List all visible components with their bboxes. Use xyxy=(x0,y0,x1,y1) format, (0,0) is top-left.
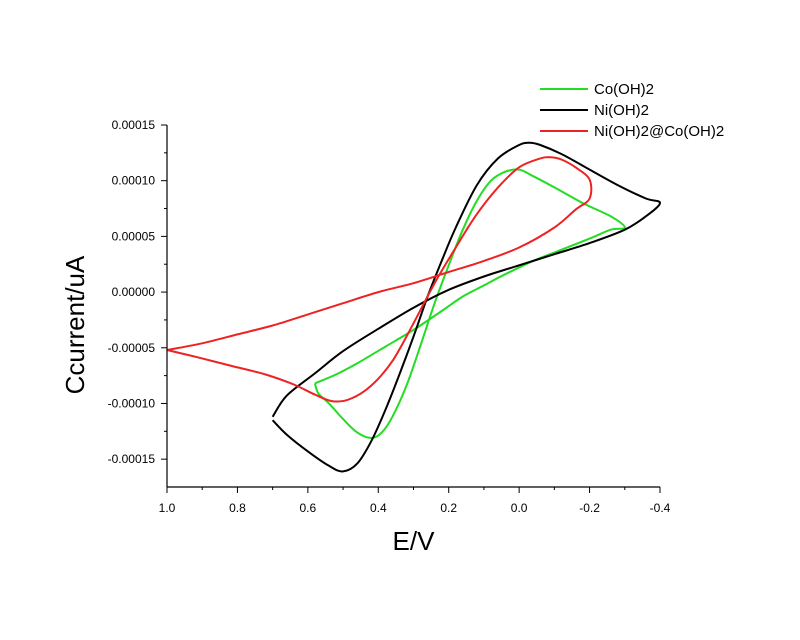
legend-label: Ni(OH)2 xyxy=(594,102,649,119)
legend: Co(OH)2 Ni(OH)2 Ni(OH)2@Co(OH)2 xyxy=(540,81,724,140)
x-tick-label: 0.6 xyxy=(300,501,317,515)
plot-curves xyxy=(166,141,661,473)
y-tick-label: 0.00000 xyxy=(112,285,156,299)
y-tick-label: -0.00015 xyxy=(108,452,156,466)
axes xyxy=(166,125,660,488)
x-tick-label: 0.4 xyxy=(370,501,387,515)
x-tick-label: 0.8 xyxy=(229,501,246,515)
x-tick-label: -0.4 xyxy=(650,501,671,515)
legend-label: Ni(OH)2@Co(OH)2 xyxy=(594,123,724,140)
x-tick-label: -0.2 xyxy=(579,501,600,515)
y-axis-title: Ccurrent/uA xyxy=(60,255,90,394)
y-tick-label: 0.00015 xyxy=(112,118,156,132)
legend-label: Co(OH)2 xyxy=(594,81,654,98)
y-ticks: 0.00015 0.00010 0.00005 0.00000 -0.00005 -0.0… xyxy=(108,118,167,466)
x-tick-label: 0.0 xyxy=(511,501,528,515)
x-tick-label: 0.2 xyxy=(440,501,457,515)
y-tick-label: -0.00010 xyxy=(108,396,156,410)
series-curve-ni-oh-2 xyxy=(271,141,661,473)
series-curve-ni-oh-2-co-oh-2 xyxy=(166,156,593,403)
y-tick-label: 0.00010 xyxy=(112,174,156,188)
y-tick-label: 0.00005 xyxy=(112,229,156,243)
x-tick-label: 1.0 xyxy=(159,501,176,515)
x-ticks: 1.0 0.8 0.6 0.4 0.2 0.0 -0.2 -0.4 xyxy=(159,487,671,515)
series-curve-co-oh-2 xyxy=(313,168,626,439)
y-tick-label: -0.00005 xyxy=(108,341,156,355)
x-axis-title: E/V xyxy=(393,526,436,556)
